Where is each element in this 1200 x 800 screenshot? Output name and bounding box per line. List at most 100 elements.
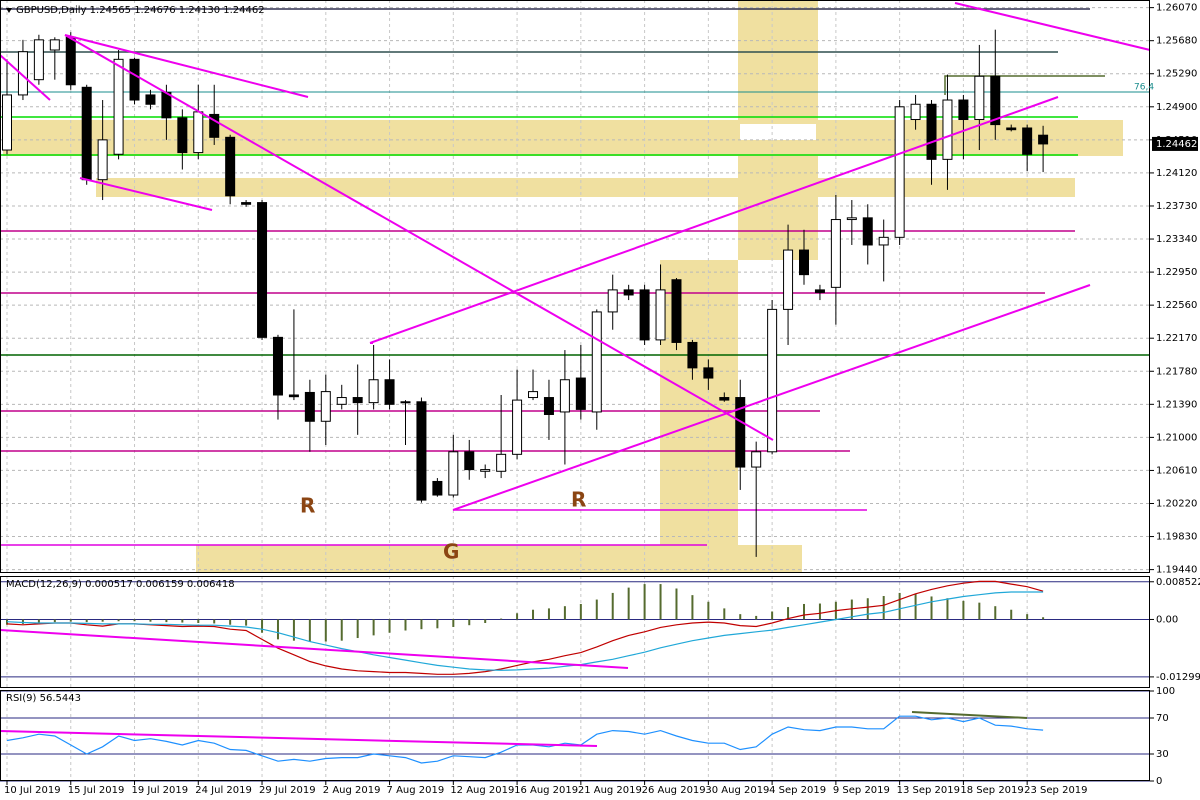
candle-body: [799, 249, 809, 276]
x-tick-label: 9 Sep 2019: [833, 785, 890, 796]
candle-body: [416, 401, 427, 501]
candle-body: [878, 236, 889, 246]
x-tick-label: 26 Aug 2019: [642, 785, 706, 796]
candle-body: [894, 106, 905, 238]
macd-line: [6, 580, 1044, 675]
zone: [196, 545, 802, 572]
candle-body: [225, 136, 236, 197]
level-line: [944, 75, 1105, 95]
annotation: R: [300, 494, 315, 518]
trendline: [954, 2, 1151, 51]
annotation: 76,4: [1134, 83, 1154, 93]
y-tick-label: 1.23730: [1156, 201, 1197, 212]
y-tick-label: 30: [1156, 749, 1169, 760]
x-tick-label: 24 Jul 2019: [195, 785, 252, 796]
price-box: [1152, 136, 1198, 151]
candle-body: [49, 39, 60, 51]
candle-body: [655, 289, 666, 341]
zone: [96, 178, 1075, 197]
candle-body: [65, 36, 76, 86]
candle-body: [735, 397, 746, 468]
candle-body: [272, 336, 283, 396]
candle-body: [559, 379, 570, 413]
candle-body: [607, 289, 618, 313]
y-tick-label: 1.21780: [1156, 366, 1197, 377]
macd-title: MACD(12,26,9) 0.000517 0.006159 0.006418: [6, 579, 235, 590]
annotation: R: [571, 488, 586, 512]
candle-body: [113, 58, 124, 155]
y-tick-label: 0: [1156, 776, 1162, 787]
candle-body: [974, 75, 985, 121]
candle-body: [830, 219, 841, 288]
candle-body: [193, 111, 204, 154]
trendline: [64, 34, 309, 98]
x-tick-label: 19 Jul 2019: [132, 785, 189, 796]
candle-body: [814, 289, 825, 293]
panel-frame: [0, 690, 1150, 781]
candle-body: [400, 401, 411, 404]
trendline: [0, 54, 51, 101]
candle-body: [464, 451, 475, 471]
candle-body: [209, 113, 220, 138]
x-tick-label: 21 Aug 2019: [578, 785, 642, 796]
candle-body: [575, 377, 586, 410]
candle-body: [2, 94, 12, 151]
x-tick-label: 4 Sep 2019: [769, 785, 826, 796]
candle-body: [368, 379, 379, 404]
current-price: 1.24462: [1156, 139, 1197, 150]
candle-body: [512, 399, 523, 455]
chart-title: GBPUSD,Daily 1.24565 1.24676 1.24130 1.2…: [16, 5, 265, 16]
y-tick-label: 1.24120: [1156, 168, 1197, 179]
candle-body: [719, 397, 730, 401]
candle-body: [990, 75, 1001, 126]
trendline: [79, 177, 213, 211]
trendlines: [0, 2, 1151, 747]
y-tick-label: 1.21390: [1156, 399, 1197, 410]
y-tick-label: 0.008522: [1156, 577, 1200, 588]
y-tick-label: 1.21000: [1156, 432, 1197, 443]
candle-body: [703, 367, 714, 379]
trendline: [0, 730, 598, 747]
y-tick-label: 1.24900: [1156, 102, 1197, 113]
x-tick-label: 18 Sep 2019: [960, 785, 1023, 796]
candle-body: [591, 311, 602, 413]
y-tick-label: 100: [1156, 686, 1175, 697]
y-tick-label: 1.23340: [1156, 234, 1197, 245]
candle-body: [33, 39, 44, 81]
y-tick-label: 1.25680: [1156, 36, 1197, 47]
trendline: [0, 629, 629, 669]
candle-body: [942, 99, 953, 160]
annotation: G: [443, 540, 459, 564]
y-tick-label: 1.22950: [1156, 267, 1197, 278]
zone: [3, 120, 1123, 156]
candle-body: [320, 391, 331, 422]
candle-body: [671, 279, 682, 343]
x-tick-label: 15 Jul 2019: [68, 785, 125, 796]
candle-body: [1038, 134, 1049, 145]
candle-body: [480, 469, 491, 472]
x-tick-label: 13 Sep 2019: [897, 785, 960, 796]
candle-body: [177, 117, 188, 154]
y-tick-label: -0.01299: [1156, 672, 1200, 683]
y-tick-label: 1.26070: [1156, 3, 1197, 14]
y-tick-label: 1.25290: [1156, 69, 1197, 80]
y-tick-label: 1.22170: [1156, 333, 1197, 344]
rsi-title: RSI(9) 56.5443: [6, 693, 81, 704]
candle-body: [767, 308, 778, 453]
y-tick-label: 70: [1156, 713, 1169, 724]
candle-body: [432, 480, 443, 496]
candle-body: [783, 249, 794, 310]
candle-body: [352, 397, 363, 404]
panel-frame: [0, 576, 1150, 688]
candle-body: [528, 391, 539, 399]
candle-body: [257, 202, 268, 338]
candle-body: [1022, 127, 1033, 155]
x-tick-label: 23 Sep 2019: [1024, 785, 1087, 796]
candle-body: [384, 379, 395, 405]
candle-body: [639, 289, 650, 341]
trendline: [452, 284, 1091, 511]
candle-body: [687, 341, 698, 369]
x-tick-label: 12 Aug 2019: [450, 785, 514, 796]
